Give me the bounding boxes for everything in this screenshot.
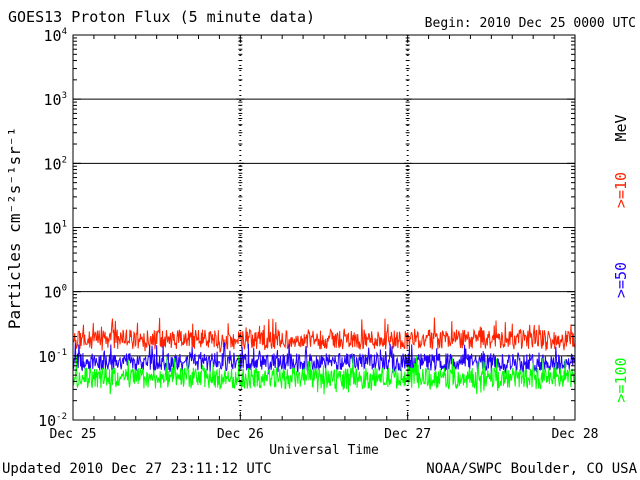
chart-title: GOES13 Proton Flux (5 minute data) (8, 8, 315, 26)
series-line (72, 356, 576, 395)
x-axis: Dec 25 Dec 26 Dec 27 Dec 28 (50, 35, 599, 442)
legend-entry: MeV (612, 114, 630, 141)
legend-entry: >=50 (612, 262, 630, 298)
x-tick-label: Dec 28 (552, 427, 599, 442)
legend-entry: >=10 (612, 172, 630, 208)
y-tick-label: 104 (44, 27, 67, 45)
flux-series (72, 317, 576, 395)
y-axis: 10-2 10-1 100 101 102 103 104 (38, 27, 575, 430)
y-tick-label: 101 (44, 220, 67, 238)
x-axis-label: Universal Time (269, 443, 379, 458)
y-tick-label: 103 (44, 91, 67, 109)
y-tick-label: 102 (44, 155, 67, 173)
y-axis-label: Particles cm⁻²s⁻¹sr⁻¹ (5, 127, 24, 329)
updated-label: Updated 2010 Dec 27 23:11:12 UTC (2, 461, 272, 477)
begin-label: Begin: 2010 Dec 25 0000 UTC (425, 16, 636, 31)
legend-entry: >=100 (612, 357, 630, 402)
legend: MeV >=10 >=50 >=100 (612, 114, 630, 402)
y-tick-label: 100 (44, 284, 67, 302)
x-tick-label: Dec 25 (50, 427, 97, 442)
x-tick-label: Dec 26 (217, 427, 264, 442)
x-tick-label: Dec 27 (384, 427, 431, 442)
source-label: NOAA/SWPC Boulder, CO USA (426, 461, 637, 477)
y-tick-label: 10-2 (38, 412, 67, 430)
y-tick-label: 10-1 (38, 348, 67, 366)
series-line (72, 317, 576, 353)
threshold-lines (73, 98, 575, 357)
